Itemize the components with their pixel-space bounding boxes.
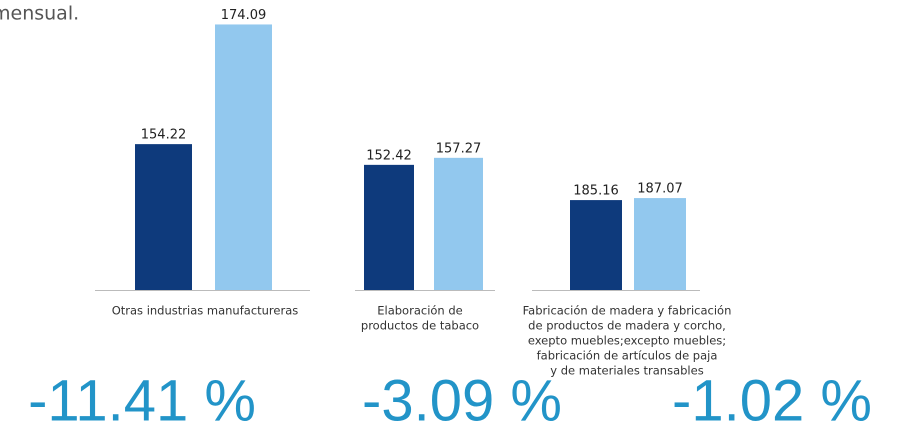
category-label: exepto muebles;excepto muebles;	[528, 334, 726, 348]
value-label: 157.27	[436, 141, 482, 156]
change-annotation: -3.09 %	[362, 368, 562, 433]
bar	[570, 200, 622, 290]
value-label: 185.16	[573, 184, 619, 199]
category-label: Elaboración de	[377, 304, 463, 318]
bar	[135, 144, 192, 290]
category-label: productos de tabaco	[361, 319, 479, 333]
change-annotation: -1.02 %	[672, 368, 872, 433]
value-label: 187.07	[637, 182, 683, 197]
value-label: 174.09	[221, 8, 267, 23]
value-label: 154.22	[141, 128, 187, 143]
bar	[634, 198, 686, 290]
category-label: y de materiales transables	[550, 364, 703, 378]
category-label: fabricación de artículos de paja	[537, 349, 718, 363]
bar	[215, 24, 272, 291]
bar	[364, 164, 414, 290]
category-label: Fabricación de madera y fabricación	[523, 304, 732, 318]
category-label: Otras industrias manufactureras	[112, 304, 299, 318]
category-label: de productos de madera y corcho,	[528, 319, 726, 333]
subtitle: mensual.	[0, 3, 79, 25]
bar	[434, 157, 483, 290]
value-label: 152.42	[366, 148, 412, 163]
change-annotation: -11.41 %	[28, 368, 256, 433]
